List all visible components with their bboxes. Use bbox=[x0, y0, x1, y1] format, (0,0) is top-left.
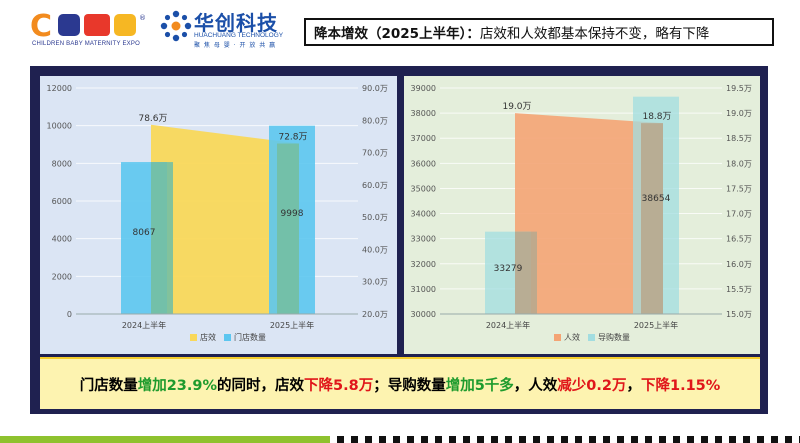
y-right-tick-label: 19.0万 bbox=[726, 109, 752, 118]
legend-label: 门店数量 bbox=[234, 332, 266, 342]
huachuang-slogan: 聚 焦 母 婴 · 开 放 共 赢 bbox=[194, 42, 277, 49]
y-left-tick-label: 10000 bbox=[47, 122, 72, 131]
x-tick-label: 2025上半年 bbox=[270, 320, 314, 330]
conclusion-segment: ，人效 bbox=[513, 377, 558, 394]
bar-data-label: 33279 bbox=[494, 264, 523, 274]
y-right-tick-label: 70.0万 bbox=[362, 149, 388, 158]
y-right-tick-label: 18.0万 bbox=[726, 159, 752, 168]
legend-label: 人效 bbox=[564, 332, 580, 342]
y-left-tick-label: 37000 bbox=[411, 134, 436, 143]
overlap-band bbox=[277, 143, 299, 314]
cbme-letter-m-shape bbox=[84, 14, 110, 36]
y-left-tick-label: 4000 bbox=[52, 235, 72, 244]
area-series-店效 bbox=[151, 124, 299, 314]
conclusion-segment: 减少0.2万 bbox=[557, 377, 627, 394]
y-right-tick-label: 90.0万 bbox=[362, 84, 388, 93]
y-right-tick-label: 15.5万 bbox=[726, 285, 752, 294]
y-left-tick-label: 12000 bbox=[47, 84, 72, 93]
y-left-tick-label: 0 bbox=[67, 310, 72, 319]
y-right-tick-label: 20.0万 bbox=[362, 310, 388, 319]
page-title-bold: 降本增效（2025上半年）： bbox=[314, 26, 480, 42]
conclusion-segment: 增加5千多 bbox=[445, 377, 514, 394]
trademark-mark: ® bbox=[139, 14, 146, 22]
y-right-tick-label: 80.0万 bbox=[362, 116, 388, 125]
y-left-tick-label: 30000 bbox=[411, 310, 436, 319]
y-right-tick-label: 15.0万 bbox=[726, 310, 752, 319]
y-left-tick-label: 2000 bbox=[52, 272, 72, 281]
cbme-letter-e-shape bbox=[114, 14, 136, 36]
legend-swatch bbox=[554, 334, 561, 341]
bar-data-label: 9998 bbox=[281, 209, 304, 219]
y-left-tick-label: 36000 bbox=[411, 159, 436, 168]
overlap-band bbox=[151, 162, 173, 314]
conclusion-segment: 增加23.9% bbox=[137, 377, 218, 394]
huachuang-english-name: HUACHUANG TECHNOLOGY bbox=[194, 32, 284, 39]
conclusion-segment: ； bbox=[373, 377, 388, 394]
bottom-green-bar bbox=[0, 436, 330, 443]
overlap-band bbox=[515, 231, 537, 314]
y-left-tick-label: 31000 bbox=[411, 285, 436, 294]
conclusion-segment: 的同时， bbox=[217, 377, 276, 394]
y-right-tick-label: 16.0万 bbox=[726, 260, 752, 269]
cbme-subtitle: CHILDREN BABY MATERNITY EXPO bbox=[32, 41, 140, 47]
cbme-letter-c: C bbox=[30, 9, 52, 42]
cbme-letter-b-shape bbox=[58, 14, 80, 36]
x-tick-label: 2025上半年 bbox=[634, 320, 678, 330]
conclusion-segment: 下降5.8万 bbox=[304, 377, 374, 394]
y-right-tick-label: 17.5万 bbox=[726, 184, 752, 193]
area-data-label: 18.8万 bbox=[642, 112, 671, 122]
bar-data-label: 8067 bbox=[133, 228, 156, 238]
store-efficiency-chart: 0 2000 4000 6000 8000 10000 12000 20.0万 30.0万 40.… bbox=[40, 76, 397, 354]
y-right-tick-label: 30.0万 bbox=[362, 278, 388, 287]
overlap-band bbox=[641, 123, 663, 315]
y-left-tick-label: 6000 bbox=[52, 197, 72, 206]
y-right-tick-label: 19.5万 bbox=[726, 84, 752, 93]
conclusion-text: 门店数量增加23.9%的同时，店效下降5.8万；导购数量增加5千多，人效减少0.… bbox=[80, 374, 721, 395]
y-right-tick-label: 40.0万 bbox=[362, 245, 388, 254]
legend-swatch bbox=[224, 334, 231, 341]
y-left-tick-label: 8000 bbox=[52, 159, 72, 168]
area-series-人效 bbox=[515, 113, 663, 314]
huachuang-emblem-icon bbox=[160, 10, 192, 42]
conclusion-banner: 门店数量增加23.9%的同时，店效下降5.8万；导购数量增加5千多，人效减少0.… bbox=[40, 357, 760, 409]
staff-efficiency-chart: 30000 31000 32000 33000 34000 35000 36000 37000… bbox=[404, 76, 760, 354]
bar-data-label: 38654 bbox=[642, 194, 671, 204]
area-data-label: 72.8万 bbox=[278, 133, 307, 143]
conclusion-segment: ， bbox=[626, 377, 641, 394]
x-tick-label: 2024上半年 bbox=[122, 320, 166, 330]
legend-swatch bbox=[588, 334, 595, 341]
page-title: 降本增效（2025上半年）： 店效和人效都基本保持不变，略有下降 bbox=[304, 18, 774, 46]
huachuang-name: 华创科技 bbox=[194, 11, 278, 35]
cbme-letters-graphic: C ® bbox=[30, 9, 146, 42]
bottom-checker-pattern bbox=[330, 436, 800, 443]
legend-label: 店效 bbox=[200, 332, 216, 342]
y-right-tick-label: 18.5万 bbox=[726, 134, 752, 143]
y-right-tick-label: 60.0万 bbox=[362, 181, 388, 190]
conclusion-segment: 店效 bbox=[275, 377, 305, 394]
legend-label: 导购数量 bbox=[598, 332, 630, 342]
staff-efficiency-chart-svg: 30000 31000 32000 33000 34000 35000 36000 37000… bbox=[411, 84, 752, 342]
area-data-label: 78.6万 bbox=[138, 114, 167, 124]
y-left-tick-label: 39000 bbox=[411, 84, 436, 93]
x-tick-label: 2024上半年 bbox=[486, 320, 530, 330]
y-left-tick-label: 38000 bbox=[411, 109, 436, 118]
store-efficiency-chart-svg: 0 2000 4000 6000 8000 10000 12000 20.0万 30.0万 40.… bbox=[47, 84, 388, 342]
legend-swatch bbox=[190, 334, 197, 341]
y-right-tick-label: 17.0万 bbox=[726, 210, 752, 219]
conclusion-segment: 导购数量 bbox=[387, 377, 446, 394]
conclusion-segment: 下降1.15% bbox=[640, 377, 721, 394]
y-left-tick-label: 32000 bbox=[411, 260, 436, 269]
y-left-tick-label: 35000 bbox=[411, 184, 436, 193]
conclusion-segment: 门店数量 bbox=[79, 377, 138, 394]
y-left-tick-label: 33000 bbox=[411, 235, 436, 244]
y-left-tick-label: 34000 bbox=[411, 210, 436, 219]
huachuang-logo: 华创科技 HUACHUANG TECHNOLOGY 聚 焦 母 婴 · 开 放 … bbox=[160, 6, 300, 50]
area-data-label: 19.0万 bbox=[502, 102, 531, 112]
y-right-tick-label: 16.5万 bbox=[726, 235, 752, 244]
page-title-rest: 店效和人效都基本保持不变，略有下降 bbox=[479, 26, 710, 42]
cbme-logo: C ® CHILDREN BABY MATERNITY EXPO bbox=[28, 8, 156, 54]
y-right-tick-label: 50.0万 bbox=[362, 213, 388, 222]
